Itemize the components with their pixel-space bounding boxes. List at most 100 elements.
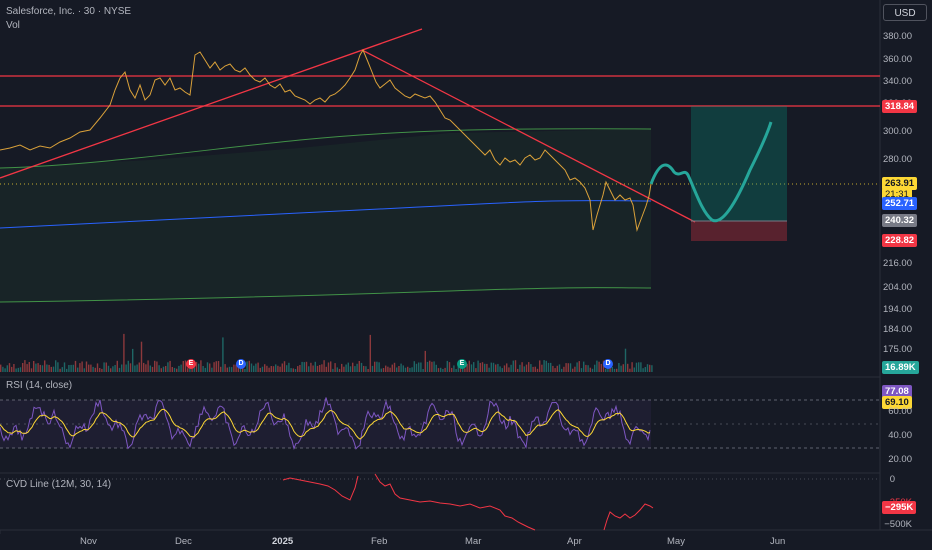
volume-bar xyxy=(600,363,602,372)
volume-bar xyxy=(580,368,583,372)
volume-bar xyxy=(279,366,281,372)
volume-bar xyxy=(11,366,13,372)
volume-bar xyxy=(574,366,576,372)
volume-bar xyxy=(622,364,624,372)
volume-bar xyxy=(63,362,66,372)
volume-bar xyxy=(94,367,96,372)
volume-bar xyxy=(490,362,492,372)
volume-bar xyxy=(382,368,385,372)
volume-bar xyxy=(429,360,431,372)
volume-bar xyxy=(231,367,233,372)
volume-bar xyxy=(61,367,63,372)
volume-bar xyxy=(193,367,195,372)
event-earnings-icon[interactable]: E xyxy=(186,359,196,369)
volume-bar xyxy=(642,368,644,372)
volume-bar xyxy=(440,367,442,372)
volume-bar xyxy=(169,360,171,372)
volume-bar xyxy=(96,363,99,372)
event-earnings-icon[interactable]: E xyxy=(457,359,467,369)
volume-bar xyxy=(171,367,173,372)
cvd-legend-label[interactable]: CVD Line (12M, 30, 14) xyxy=(6,479,112,490)
volume-bar xyxy=(288,362,290,372)
volume-bar xyxy=(211,367,213,372)
volume-bar xyxy=(90,364,92,372)
volume-bar xyxy=(167,362,169,372)
volume-bar xyxy=(594,364,596,372)
volume-bar xyxy=(402,365,404,372)
ma-green-upper xyxy=(0,128,652,169)
volume-bar xyxy=(178,365,180,372)
volume-bar xyxy=(541,364,543,372)
volume-bar xyxy=(627,363,629,372)
volume-bar xyxy=(39,364,41,372)
volume-bar xyxy=(143,362,145,372)
volume-bar xyxy=(420,362,422,372)
rsi-ma-value-tag: 69.10 xyxy=(882,396,912,409)
volume-bar xyxy=(266,365,268,372)
volume-bar xyxy=(495,364,497,372)
volume-bar xyxy=(413,361,415,372)
volume-bar xyxy=(79,363,81,372)
target-zone xyxy=(691,106,787,221)
time-axis-label: Apr xyxy=(567,536,582,547)
volume-bar xyxy=(8,363,11,372)
volume-bar xyxy=(633,367,635,372)
volume-bar xyxy=(528,362,530,372)
volume-bar xyxy=(13,364,15,372)
volume-bar xyxy=(583,361,585,372)
projected-path xyxy=(649,121,773,223)
rsi-value-tag: 77.08 xyxy=(882,385,912,398)
volume-bar xyxy=(246,361,248,372)
volume-bar xyxy=(393,362,396,372)
rsi-legend-label[interactable]: RSI (14, close) xyxy=(6,380,73,391)
volume-bar xyxy=(215,361,217,372)
volume-bar xyxy=(308,366,310,372)
falling-trendline xyxy=(361,49,696,223)
volume-bar xyxy=(275,364,277,372)
currency-button[interactable]: USD xyxy=(883,4,927,21)
ma-band xyxy=(0,129,651,302)
volume-bar xyxy=(292,368,294,372)
volume-bar xyxy=(367,369,369,372)
volume-legend-label[interactable]: Vol xyxy=(6,20,20,31)
volume-bar xyxy=(149,365,151,372)
volume-bar xyxy=(442,369,444,372)
volume-bar xyxy=(409,367,411,372)
volume-bar xyxy=(618,363,620,372)
volume-bar xyxy=(92,366,94,372)
volume-bar xyxy=(26,364,28,372)
volume-bar xyxy=(457,365,459,372)
volume-bar xyxy=(530,364,532,372)
rsi-axis-label: 40.00 xyxy=(888,430,912,441)
volume-bar xyxy=(484,363,486,372)
volume-bar xyxy=(316,365,319,372)
volume-bar xyxy=(264,364,266,372)
volume-bar xyxy=(57,362,59,372)
volume-bar xyxy=(444,367,446,372)
volume-bar xyxy=(613,368,616,372)
price-axis-label: 204.00 xyxy=(882,282,912,293)
volume-bar xyxy=(257,362,259,372)
volume-bar xyxy=(272,366,275,372)
ma-green-lower xyxy=(0,287,652,303)
event-dividend-icon[interactable]: D xyxy=(603,359,613,369)
volume-bar xyxy=(294,369,297,372)
volume-bar xyxy=(253,365,255,372)
volume-bar xyxy=(127,360,129,372)
price-series xyxy=(0,48,652,232)
volume-bar xyxy=(466,363,468,372)
symbol-title[interactable]: Salesforce, Inc. · 30 · NYSE xyxy=(6,6,132,17)
volume-bar xyxy=(305,361,308,372)
time-axis-label: 2025 xyxy=(272,536,294,547)
volume-bar xyxy=(347,362,349,372)
price-axis-label: 184.00 xyxy=(882,324,912,335)
volume-bar xyxy=(345,364,347,372)
volume-bar xyxy=(52,366,55,372)
volume-bar xyxy=(591,368,594,372)
volume-bar xyxy=(312,365,314,372)
event-dividend-icon[interactable]: D xyxy=(236,359,246,369)
volume-bar xyxy=(281,363,283,372)
time-axis-label: Feb xyxy=(371,536,388,547)
volume-bar xyxy=(248,360,250,372)
